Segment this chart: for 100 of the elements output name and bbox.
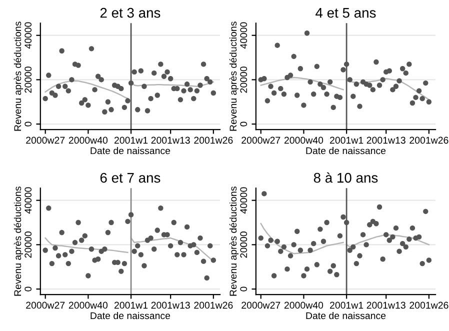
point xyxy=(66,88,72,94)
point xyxy=(198,82,203,88)
point xyxy=(423,208,428,214)
point xyxy=(350,244,356,250)
point xyxy=(158,62,164,67)
point xyxy=(178,240,184,246)
point xyxy=(210,90,216,96)
point xyxy=(181,88,186,94)
point xyxy=(138,252,144,258)
chart-title: 2 et 3 ans xyxy=(100,8,160,18)
point xyxy=(46,72,52,78)
point xyxy=(278,86,284,92)
point xyxy=(354,260,360,266)
point xyxy=(376,82,382,88)
point xyxy=(161,74,167,79)
point xyxy=(406,236,412,242)
point xyxy=(314,262,320,268)
point xyxy=(135,107,140,112)
point xyxy=(274,238,280,244)
point xyxy=(374,221,379,226)
chart-title: 8 à 10 ans xyxy=(314,172,378,183)
point xyxy=(393,84,399,89)
point xyxy=(301,273,306,278)
point xyxy=(386,68,392,74)
x-tick-label: 2001w26 xyxy=(410,136,448,144)
point xyxy=(154,228,160,233)
point xyxy=(122,260,128,266)
point xyxy=(304,30,310,36)
point xyxy=(210,258,216,263)
y-tick-label: 20000 xyxy=(24,66,32,93)
point xyxy=(360,232,366,238)
point xyxy=(184,82,190,87)
point xyxy=(320,238,326,244)
y-tick-label: 40000 xyxy=(240,22,248,49)
point xyxy=(62,84,68,89)
x-tick-label: 2000w40 xyxy=(284,302,324,309)
point xyxy=(59,230,64,236)
x-tick-label: 2001w1 xyxy=(330,136,364,144)
point xyxy=(118,268,124,274)
point xyxy=(125,218,130,224)
point xyxy=(135,243,140,248)
point xyxy=(128,80,134,86)
point xyxy=(154,92,160,98)
point xyxy=(278,248,284,254)
point xyxy=(390,234,396,240)
x-tick-label: 2001w26 xyxy=(194,302,233,309)
x-tick-label: 2001w1 xyxy=(114,136,148,144)
y-tick-label: 20000 xyxy=(240,232,248,258)
point xyxy=(138,68,144,74)
point xyxy=(347,248,352,253)
point xyxy=(132,69,137,75)
point xyxy=(393,225,399,231)
point xyxy=(390,87,396,92)
point xyxy=(330,263,336,268)
point xyxy=(426,258,432,263)
point xyxy=(56,253,62,258)
point xyxy=(357,253,362,258)
point xyxy=(294,228,300,234)
point xyxy=(164,69,170,75)
point xyxy=(66,260,72,266)
point xyxy=(132,248,137,254)
point xyxy=(181,252,186,258)
point xyxy=(102,109,108,114)
point xyxy=(262,191,267,196)
point xyxy=(311,92,316,97)
point xyxy=(271,90,277,96)
y-tick-label: 40000 xyxy=(24,22,32,49)
point xyxy=(311,240,316,246)
point xyxy=(350,94,356,99)
point xyxy=(86,273,91,278)
point xyxy=(125,98,130,104)
point xyxy=(88,246,94,252)
x-tick-label: 2000w27 xyxy=(242,136,280,144)
point xyxy=(291,54,296,60)
x-tick-label: 2001w1 xyxy=(330,302,364,309)
point xyxy=(288,253,294,258)
point xyxy=(308,248,313,253)
point xyxy=(301,102,306,108)
y-tick-label: 0 xyxy=(240,122,248,126)
x-axis-title: Date de naissance xyxy=(90,147,170,154)
point xyxy=(347,77,352,82)
x-axis-title: Date de naissance xyxy=(306,312,386,320)
point xyxy=(314,64,320,70)
x-tick-label: 2001w13 xyxy=(151,302,190,309)
point xyxy=(416,234,422,240)
point xyxy=(298,66,304,72)
point xyxy=(194,250,200,256)
point xyxy=(410,225,416,231)
point xyxy=(344,220,350,226)
x-tick-label: 2000w40 xyxy=(284,136,324,144)
point xyxy=(102,246,108,252)
point xyxy=(142,263,147,268)
x-tick-label: 2000w27 xyxy=(242,302,280,309)
point xyxy=(88,46,94,52)
point xyxy=(367,82,372,88)
point xyxy=(410,100,416,106)
line-series xyxy=(44,237,128,254)
y-axis-title: Revenu après déductions xyxy=(14,22,24,131)
point xyxy=(105,230,111,236)
point xyxy=(69,77,74,82)
